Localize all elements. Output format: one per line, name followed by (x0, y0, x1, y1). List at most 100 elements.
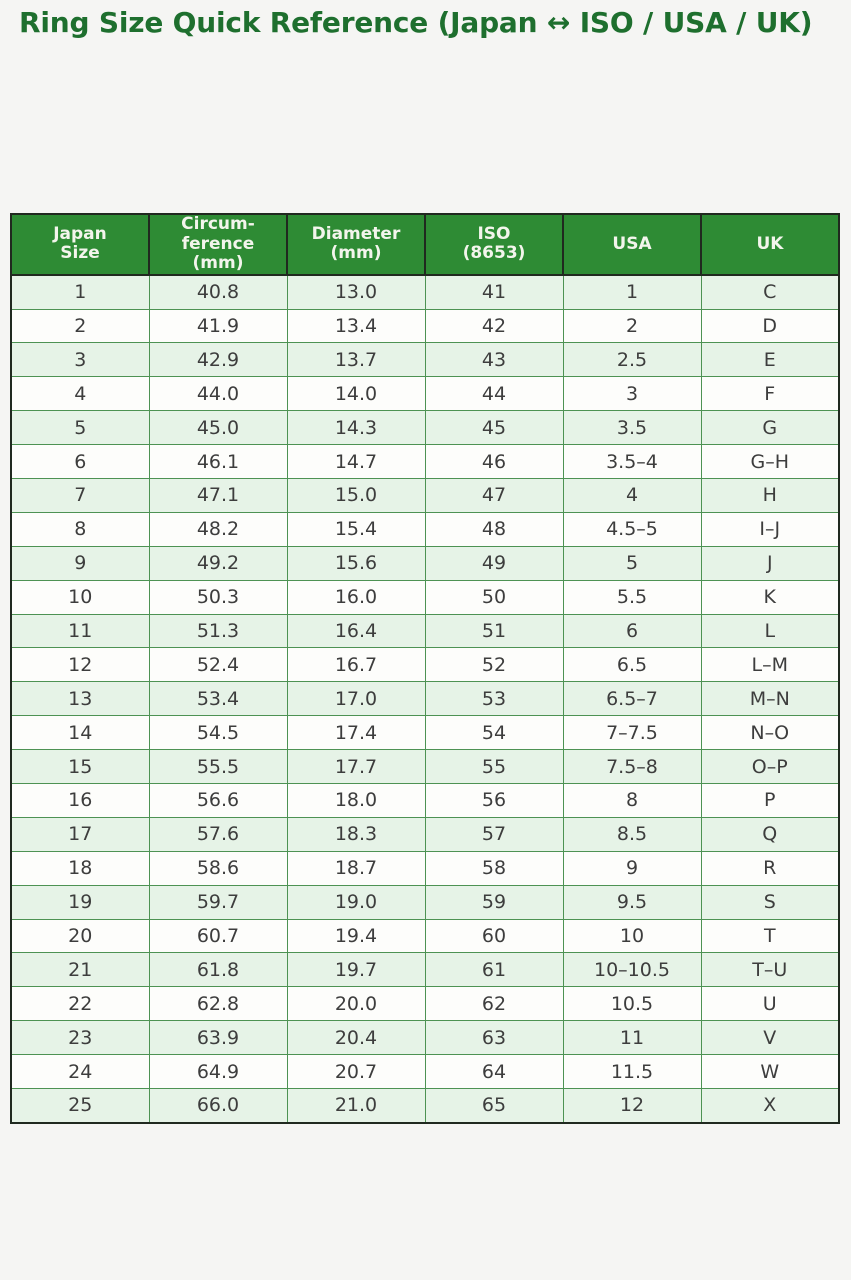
cell-circumference-mm: 47.1 (148, 477, 288, 513)
cell-iso-8653: 57 (424, 816, 564, 852)
cell-iso-8653: 55 (424, 749, 564, 784)
cell-iso-8653: 52 (424, 647, 564, 683)
cell-japan-size: 6 (10, 444, 150, 479)
cell-circumference-mm: 50.3 (148, 579, 288, 615)
cell-uk: I–J (700, 511, 840, 547)
cell-circumference-mm: 60.7 (148, 918, 288, 954)
cell-diameter-mm: 16.4 (286, 613, 426, 649)
cell-japan-size: 22 (10, 986, 150, 1022)
cell-circumference-mm: 51.3 (148, 613, 288, 649)
cell-iso-8653: 54 (424, 715, 564, 751)
cell-japan-size: 18 (10, 850, 150, 886)
cell-uk: F (700, 376, 840, 412)
cell-uk: G (700, 410, 840, 446)
cell-usa: 1 (562, 274, 702, 310)
cell-uk: K (700, 579, 840, 615)
cell-usa: 8 (562, 783, 702, 818)
col-header-usa: USA (562, 213, 702, 276)
cell-japan-size: 19 (10, 884, 150, 920)
cell-diameter-mm: 15.6 (286, 545, 426, 581)
cell-uk: P (700, 783, 840, 818)
cell-japan-size: 12 (10, 647, 150, 683)
cell-circumference-mm: 49.2 (148, 545, 288, 581)
cell-usa: 10.5 (562, 986, 702, 1022)
cell-usa: 2.5 (562, 342, 702, 378)
cell-uk: W (700, 1054, 840, 1090)
table-row: 12 52.4 16.7 52 6.5 L–M (10, 647, 840, 683)
cell-uk: O–P (700, 749, 840, 784)
cell-iso-8653: 62 (424, 986, 564, 1022)
cell-diameter-mm: 20.4 (286, 1020, 426, 1056)
cell-usa: 9.5 (562, 884, 702, 920)
cell-iso-8653: 42 (424, 308, 564, 344)
cell-circumference-mm: 54.5 (148, 715, 288, 751)
cell-circumference-mm: 46.1 (148, 444, 288, 479)
cell-circumference-mm: 45.0 (148, 410, 288, 446)
cell-diameter-mm: 19.0 (286, 884, 426, 920)
cell-usa: 2 (562, 308, 702, 344)
table-row: 9 49.2 15.6 49 5 J (10, 545, 840, 581)
table-row: 2 41.9 13.4 42 2 D (10, 308, 840, 344)
table-body: 1 40.8 13.0 41 1 C 2 41.9 13.4 42 2 D 3 42.9 13.7 43 2.5… (10, 274, 840, 1124)
cell-uk: H (700, 477, 840, 513)
table-row: 1 40.8 13.0 41 1 C (10, 274, 840, 310)
cell-usa: 9 (562, 850, 702, 886)
cell-usa: 6.5 (562, 647, 702, 683)
ring-size-table: Japan Size Circum- ference (mm) Diameter… (10, 213, 840, 1124)
cell-japan-size: 4 (10, 376, 150, 412)
cell-uk: V (700, 1020, 840, 1056)
cell-iso-8653: 61 (424, 952, 564, 988)
cell-japan-size: 8 (10, 511, 150, 547)
cell-diameter-mm: 16.0 (286, 579, 426, 615)
cell-japan-size: 17 (10, 816, 150, 852)
cell-uk: U (700, 986, 840, 1022)
cell-circumference-mm: 59.7 (148, 884, 288, 920)
cell-iso-8653: 51 (424, 613, 564, 649)
cell-iso-8653: 53 (424, 681, 564, 717)
cell-usa: 10–10.5 (562, 952, 702, 988)
cell-usa: 6 (562, 613, 702, 649)
cell-circumference-mm: 55.5 (148, 749, 288, 784)
cell-diameter-mm: 13.0 (286, 274, 426, 310)
cell-usa: 3.5 (562, 410, 702, 446)
table-row: 21 61.8 19.7 61 10–10.5 T–U (10, 952, 840, 988)
cell-iso-8653: 49 (424, 545, 564, 581)
table-row: 23 63.9 20.4 63 11 V (10, 1020, 840, 1056)
table-header: Japan Size Circum- ference (mm) Diameter… (10, 213, 840, 276)
cell-diameter-mm: 15.4 (286, 511, 426, 547)
cell-diameter-mm: 17.7 (286, 749, 426, 784)
cell-japan-size: 3 (10, 342, 150, 378)
cell-circumference-mm: 58.6 (148, 850, 288, 886)
cell-circumference-mm: 66.0 (148, 1088, 288, 1124)
cell-uk: L (700, 613, 840, 649)
col-header-japan-size: Japan Size (10, 213, 150, 276)
table-row: 14 54.5 17.4 54 7–7.5 N–O (10, 715, 840, 751)
cell-diameter-mm: 18.7 (286, 850, 426, 886)
cell-uk: M–N (700, 681, 840, 717)
cell-japan-size: 25 (10, 1088, 150, 1124)
cell-iso-8653: 46 (424, 444, 564, 479)
col-header-diameter: Diameter (mm) (286, 213, 426, 276)
cell-usa: 12 (562, 1088, 702, 1124)
cell-japan-size: 15 (10, 749, 150, 784)
table-row: 17 57.6 18.3 57 8.5 Q (10, 816, 840, 852)
cell-japan-size: 20 (10, 918, 150, 954)
table-row: 5 45.0 14.3 45 3.5 G (10, 410, 840, 446)
cell-diameter-mm: 14.0 (286, 376, 426, 412)
cell-circumference-mm: 62.8 (148, 986, 288, 1022)
cell-iso-8653: 64 (424, 1054, 564, 1090)
cell-usa: 5 (562, 545, 702, 581)
cell-usa: 3 (562, 376, 702, 412)
cell-usa: 11.5 (562, 1054, 702, 1090)
cell-iso-8653: 43 (424, 342, 564, 378)
table-row: 25 66.0 21.0 65 12 X (10, 1088, 840, 1124)
table-row: 10 50.3 16.0 50 5.5 K (10, 579, 840, 615)
table-row: 8 48.2 15.4 48 4.5–5 I–J (10, 511, 840, 547)
cell-usa: 7.5–8 (562, 749, 702, 784)
cell-usa: 10 (562, 918, 702, 954)
cell-usa: 11 (562, 1020, 702, 1056)
cell-uk: T–U (700, 952, 840, 988)
cell-diameter-mm: 13.4 (286, 308, 426, 344)
cell-circumference-mm: 44.0 (148, 376, 288, 412)
table-row: 18 58.6 18.7 58 9 R (10, 850, 840, 886)
